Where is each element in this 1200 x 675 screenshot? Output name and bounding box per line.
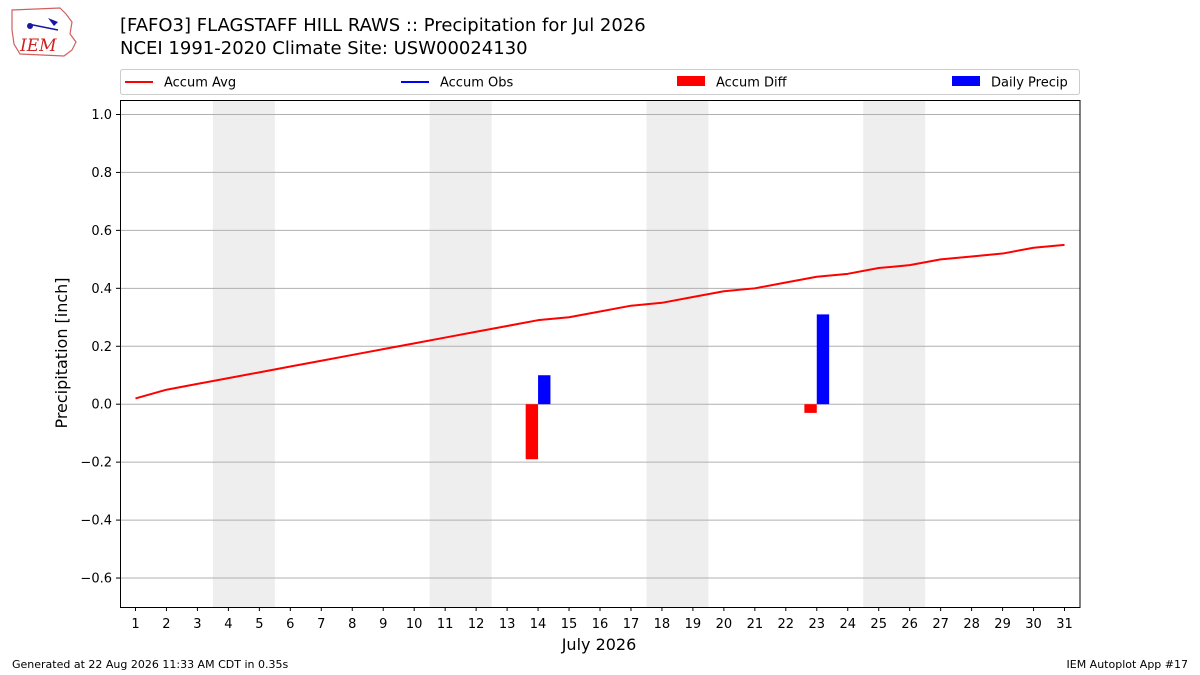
weekend-band [212, 100, 275, 607]
legend-label: Accum Obs [440, 76, 513, 91]
y-tick-label: 1.0 [91, 108, 112, 123]
daily-precip-bar [538, 375, 551, 405]
x-tick-label: 1 [131, 617, 139, 632]
weekend-band [646, 100, 709, 607]
daily-precip-bar [816, 314, 830, 405]
x-tick-label: 25 [870, 617, 887, 632]
y-axis-label: Precipitation [inch] [52, 277, 71, 428]
x-tick-label: 13 [499, 617, 516, 632]
x-tick-label: 24 [839, 617, 856, 632]
chart-subtitle: NCEI 1991-2020 Climate Site: USW00024130 [120, 38, 528, 59]
y-tick-label: 0.4 [91, 282, 112, 297]
x-tick-label: 28 [963, 617, 980, 632]
legend-label: Accum Avg [164, 76, 236, 91]
x-axis: 1 2 3 4 5 6 7 8 9 10 11 12 13 14 15 16 17 18 19 20 21 22 23 24 2… [131, 607, 1073, 632]
x-tick-label: 7 [317, 617, 325, 632]
y-tick-label: 0.8 [91, 166, 112, 181]
x-tick-label: 10 [406, 617, 423, 632]
accum-avg-line [135, 243, 1065, 400]
legend-label: Daily Precip [991, 76, 1068, 91]
x-tick-label: 18 [654, 617, 671, 632]
x-tick-label: 16 [592, 617, 609, 632]
y-tick-label: −0.2 [80, 456, 112, 471]
x-tick-label: 4 [224, 617, 232, 632]
y-tick-label: −0.4 [80, 514, 112, 529]
footer-app: IEM Autoplot App #17 [1067, 658, 1189, 671]
x-tick-label: 27 [932, 617, 949, 632]
x-tick-label: 3 [193, 617, 201, 632]
x-tick-label: 20 [716, 617, 733, 632]
footer-generated: Generated at 22 Aug 2026 11:33 AM CDT in… [12, 658, 288, 671]
y-tick-label: 0.0 [91, 398, 112, 413]
x-tick-label: 21 [747, 617, 764, 632]
x-tick-label: 22 [778, 617, 795, 632]
legend-swatch [952, 76, 980, 86]
weekend-band [429, 100, 492, 607]
x-tick-label: 23 [809, 617, 826, 632]
chart-title: [FAFO3] FLAGSTAFF HILL RAWS :: Precipita… [120, 15, 646, 36]
x-tick-label: 9 [379, 617, 387, 632]
y-tick-label: −0.6 [80, 572, 112, 587]
x-axis-label: July 2026 [561, 635, 637, 654]
x-tick-label: 2 [162, 617, 170, 632]
x-tick-label: 19 [685, 617, 702, 632]
accum-diff-bar [804, 404, 817, 413]
x-tick-label: 30 [1025, 617, 1042, 632]
x-tick-label: 11 [437, 617, 454, 632]
legend: Accum Avg Accum Obs Accum Diff Daily Precip [120, 69, 1080, 95]
x-tick-label: 31 [1056, 617, 1073, 632]
accum-diff-bar [525, 404, 539, 460]
x-tick-label: 12 [468, 617, 485, 632]
y-tick-label: 0.2 [91, 340, 112, 355]
legend-swatch [677, 76, 705, 86]
bars [525, 314, 830, 460]
x-tick-label: 17 [623, 617, 640, 632]
x-tick-label: 5 [255, 617, 263, 632]
x-tick-label: 8 [348, 617, 356, 632]
grid-lines [120, 113, 1080, 579]
lines [135, 243, 1065, 400]
iem-logo: IEM [11, 7, 77, 57]
x-tick-label: 14 [530, 617, 547, 632]
y-tick-label: 0.6 [91, 224, 112, 239]
logo-text: IEM [19, 36, 57, 56]
y-axis: −0.6 −0.4 −0.2 0.0 0.2 0.4 0.6 0.8 1.0 [80, 108, 120, 587]
x-tick-label: 26 [901, 617, 918, 632]
x-tick-label: 6 [286, 617, 294, 632]
weekend-bands [212, 100, 926, 607]
x-tick-label: 15 [561, 617, 578, 632]
x-tick-label: 29 [994, 617, 1011, 632]
weekend-band [863, 100, 926, 607]
legend-label: Accum Diff [716, 76, 788, 91]
